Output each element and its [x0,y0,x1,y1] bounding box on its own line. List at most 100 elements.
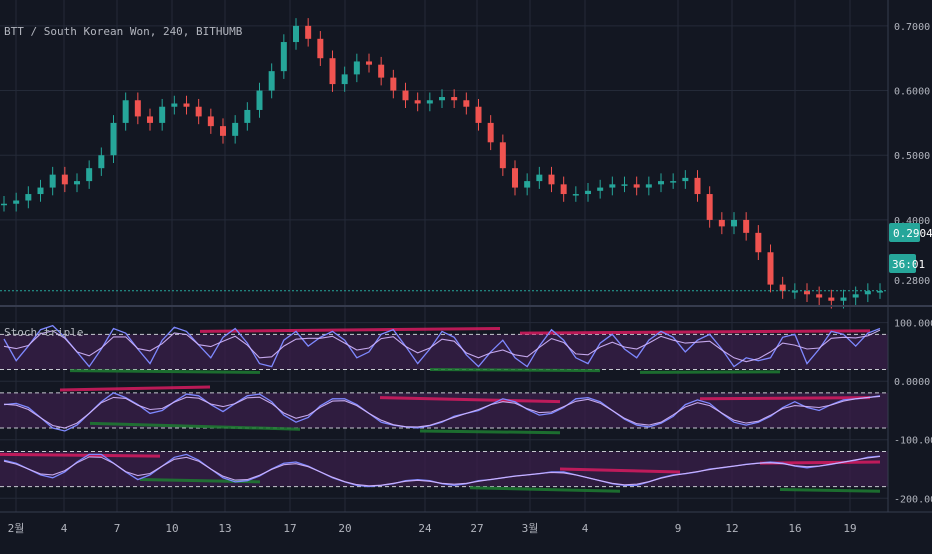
candle-body [244,109,251,123]
price-candle[interactable] [633,176,640,196]
price-candle[interactable] [13,192,20,212]
price-candle[interactable] [280,34,287,79]
price-candle[interactable] [572,186,579,202]
price-candle[interactable] [609,176,616,196]
candle-body [147,116,153,123]
candle-body [305,25,312,39]
price-candle[interactable] [682,170,689,189]
stoch-k-line-1[interactable] [3,324,881,368]
price-candle[interactable] [536,166,543,189]
stoch-d-line-3[interactable] [3,455,881,487]
price-candle[interactable] [207,108,214,134]
price-candle[interactable] [804,283,810,303]
price-candle[interactable] [487,115,494,151]
price-candle[interactable] [779,276,786,299]
price-candle[interactable] [816,286,823,306]
price-candle[interactable] [597,179,604,199]
price-candle[interactable] [694,170,701,202]
price-candle[interactable] [743,212,750,241]
candle-body [341,74,348,85]
candle-body [670,181,677,183]
candle-body [779,284,786,292]
price-candle[interactable] [134,92,141,125]
price-candle[interactable] [475,98,482,131]
price-axis[interactable]: 0.7000 0.6000 0.5000 0.4000 [894,22,930,227]
price-candle[interactable] [232,115,239,144]
price-candle[interactable] [512,160,518,196]
price-candle[interactable] [670,173,677,189]
stoch-d-line-1[interactable] [3,329,881,363]
price-candle[interactable] [645,176,652,196]
price-candle[interactable] [658,173,664,193]
time-axis[interactable]: 2월 4 7 10 13 17 20 24 27 3월 4 9 12 16 19 [8,522,857,535]
price-tick-label: 0.4000 [894,216,930,227]
price-candle[interactable] [414,92,421,112]
price-candle[interactable] [767,244,774,293]
price-candle[interactable] [220,118,226,144]
price-candle[interactable] [1,195,7,212]
price-candle[interactable] [390,69,397,99]
price-candle[interactable] [110,115,117,163]
price-candle[interactable] [268,63,275,99]
price-candle[interactable] [463,92,470,115]
price-candle[interactable] [353,53,360,83]
stoch-series[interactable] [3,324,881,488]
candle-body [13,200,20,204]
stoch-axis[interactable]: 100.0000 0.0000 -100.0000 -200.0000 [894,319,932,506]
price-candle[interactable] [731,212,737,235]
price-candle[interactable] [317,31,324,66]
price-candle[interactable] [98,147,105,176]
time-tick-label: 13 [218,522,231,535]
price-candle[interactable] [852,286,859,306]
price-candle[interactable] [791,283,798,299]
price-candle[interactable] [426,92,433,112]
price-candle[interactable] [61,166,68,193]
stoch-k-line-2[interactable] [3,392,881,432]
price-candle[interactable] [147,108,153,131]
price-candle[interactable] [621,176,628,193]
time-tick-label: 19 [843,522,856,535]
price-candle[interactable] [49,166,56,196]
candle-body [877,291,883,293]
price-candle[interactable] [74,173,80,193]
green-trend-line [469,486,621,493]
price-candle[interactable] [122,92,129,131]
price-candle[interactable] [329,50,336,92]
price-candle[interactable] [159,98,166,131]
price-candle[interactable] [718,212,725,235]
price-candle[interactable] [195,98,202,125]
candle-body [280,42,287,72]
price-candle[interactable] [451,89,458,109]
price-candle[interactable] [183,95,190,115]
price-candle[interactable] [560,176,567,202]
price-candle[interactable] [37,179,44,202]
red-trend-line [199,326,501,333]
stoch-d-line-2[interactable] [3,395,881,429]
price-candle[interactable] [499,134,506,176]
price-candle[interactable] [402,82,409,109]
price-candle[interactable] [305,18,312,47]
price-series[interactable] [1,18,883,309]
symbol-title: BTT / South Korean Won, 240, BITHUMB [4,25,243,38]
price-candle[interactable] [171,95,178,115]
price-candle[interactable] [256,82,263,118]
time-tick-label: 4 [582,522,589,535]
price-candle[interactable] [706,186,713,228]
price-candle[interactable] [755,225,762,261]
price-candle[interactable] [439,89,445,109]
price-candle[interactable] [293,18,299,50]
red-trend-line [0,452,161,458]
price-candle[interactable] [378,56,385,86]
price-candle[interactable] [585,183,591,202]
price-candle[interactable] [524,173,531,196]
price-candle[interactable] [864,283,871,303]
price-candle[interactable] [548,166,555,193]
price-candle[interactable] [25,186,32,209]
candle-body [171,103,178,107]
price-candle[interactable] [244,102,251,131]
price-candle[interactable] [366,53,372,73]
price-candle[interactable] [341,66,348,92]
price-candle[interactable] [86,160,93,189]
trend-marks [0,326,881,493]
